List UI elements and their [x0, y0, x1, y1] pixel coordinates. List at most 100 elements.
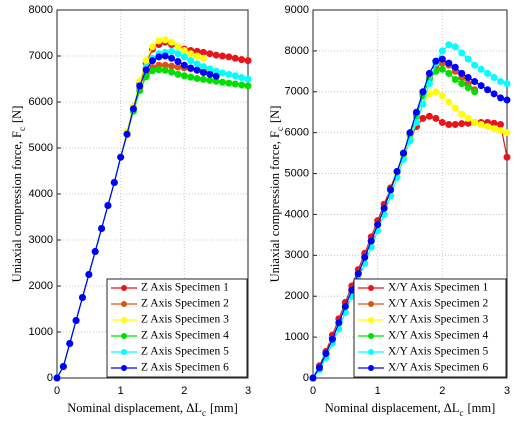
data-point: [503, 96, 511, 104]
x-tick-label: 0: [54, 385, 60, 397]
data-point: [168, 38, 176, 46]
data-point: [199, 69, 207, 77]
y-axis-label-part: [N]: [268, 106, 282, 123]
data-point: [471, 118, 479, 126]
data-point: [309, 374, 317, 382]
data-point: [425, 112, 433, 120]
legend-marker: [368, 349, 374, 355]
data-point: [503, 129, 511, 137]
data-point: [503, 153, 511, 161]
data-point: [361, 253, 369, 261]
legend-label: X/Y Axis Specimen 6: [388, 362, 488, 374]
data-point: [187, 57, 195, 65]
data-point: [438, 118, 446, 126]
data-point: [238, 56, 246, 64]
data-point: [123, 130, 131, 138]
x-axis-label: Nominal displacement, ΔLc [mm]: [67, 401, 238, 418]
data-point: [110, 179, 118, 186]
y-tick-label: 6000: [285, 127, 309, 139]
data-point: [155, 66, 163, 74]
data-point: [244, 57, 252, 65]
legend-marker: [368, 365, 374, 371]
data-point: [387, 186, 395, 194]
data-point: [180, 46, 188, 54]
y-tick-label: 1000: [285, 331, 309, 343]
data-point: [206, 76, 214, 84]
legend-marker: [121, 333, 127, 339]
data-point: [199, 48, 207, 56]
data-point: [225, 53, 233, 61]
x-tick-label: 1: [118, 385, 124, 397]
x-tick-label: 3: [245, 385, 251, 397]
y-tick-label: 2000: [285, 290, 309, 302]
data-point: [149, 43, 156, 51]
data-point: [354, 270, 362, 278]
legend-label: Z Axis Specimen 5: [141, 346, 229, 358]
data-point: [231, 54, 239, 62]
x-tick-label: 3: [504, 385, 510, 397]
data-point: [497, 78, 505, 86]
x-axis-label-part: [mm]: [210, 401, 238, 415]
data-point: [193, 60, 201, 68]
y-tick-label: 3000: [285, 249, 309, 261]
legend: Z Axis Specimen 1 Z Axis Specimen 2 Z Axis…: [106, 278, 248, 378]
data-point: [168, 47, 176, 55]
data-point: [432, 88, 440, 96]
data-point: [374, 221, 382, 229]
data-point: [168, 54, 176, 62]
data-point: [458, 49, 466, 57]
legend-label: X/Y Axis Specimen 2: [388, 298, 488, 310]
x-tick-label: 0: [310, 385, 316, 397]
data-point: [419, 114, 427, 122]
data-point: [174, 70, 182, 78]
data-point: [219, 69, 227, 77]
legend-marker: [121, 365, 127, 371]
data-point: [393, 168, 401, 176]
data-point: [225, 79, 233, 87]
legend-label: Z Axis Specimen 4: [141, 330, 229, 342]
y-tick-label: 0: [303, 372, 309, 384]
data-point: [341, 302, 349, 310]
subscript: c: [459, 408, 463, 418]
data-point: [168, 68, 176, 76]
y-axis-label: Uniaxial compression force, Fc [N]: [10, 106, 27, 283]
data-point: [484, 123, 492, 131]
y-tick-label: 7000: [285, 86, 309, 98]
data-point: [149, 67, 156, 75]
data-point: [458, 110, 466, 118]
data-point: [497, 120, 505, 128]
data-point: [471, 61, 479, 69]
data-point: [425, 69, 433, 77]
data-point: [219, 52, 227, 60]
y-tick-label: 8000: [29, 4, 53, 16]
data-point: [445, 69, 453, 77]
data-point: [445, 98, 453, 106]
data-point: [142, 57, 150, 65]
legend-box: [106, 278, 248, 378]
data-point: [174, 43, 182, 51]
data-point: [53, 374, 61, 382]
data-point: [231, 72, 239, 80]
data-point: [193, 52, 201, 60]
x-axis-label-part: Nominal displacement, ΔL: [325, 401, 460, 415]
data-point: [315, 364, 323, 372]
data-point: [419, 100, 427, 108]
data-point: [477, 65, 485, 73]
x-tick-label: 2: [181, 385, 187, 397]
y-tick-label: 5000: [29, 142, 53, 154]
legend-marker: [368, 301, 374, 307]
data-point: [503, 80, 511, 88]
y-tick-label: 4000: [29, 188, 53, 200]
data-point: [193, 75, 201, 83]
data-point: [174, 58, 182, 66]
data-point: [85, 271, 93, 278]
data-point: [212, 72, 220, 80]
legend-marker: [121, 301, 127, 307]
data-point: [419, 88, 427, 96]
data-point: [206, 70, 214, 78]
data-point: [451, 63, 459, 71]
data-point: [451, 120, 459, 128]
data-point: [380, 204, 388, 212]
data-point: [335, 319, 343, 327]
data-point: [161, 66, 169, 74]
